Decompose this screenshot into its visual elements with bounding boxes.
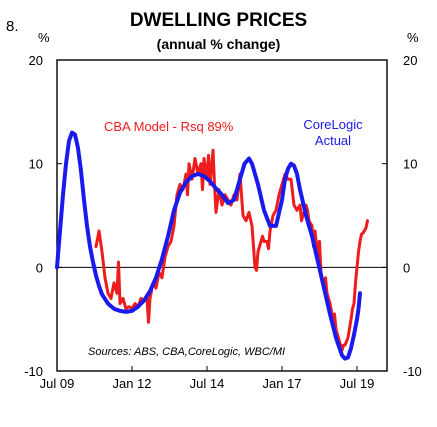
y-tick-label-left: 20: [29, 53, 43, 68]
y-tick-label-right: 0: [403, 260, 410, 275]
y-tick-label-left: 0: [36, 260, 43, 275]
model-label: CBA Model - Rsq 89%: [104, 119, 234, 134]
series-layer: [55, 130, 369, 361]
plot-frame: [56, 59, 388, 372]
chart-title: DWELLING PRICES: [129, 10, 308, 31]
x-tick-label: Jan 17: [262, 376, 301, 391]
corelogic-actual-line: [55, 130, 362, 361]
y-tick-label-right: -10: [403, 364, 422, 379]
actual-label-line1: CoreLogic: [303, 117, 363, 132]
tick-layer: -10 -10 0 0 10 10 20 20 Jul 09 Jan 12 Jul 14 Jan 17…: [24, 53, 422, 391]
cba-model-line: [94, 148, 369, 352]
y-tick-label-right: 20: [403, 53, 417, 68]
x-tick-label: Jan 12: [112, 376, 151, 391]
y-tick-label-right: 10: [403, 157, 417, 172]
y-tick-label-left: -10: [24, 364, 43, 379]
x-tick-label: Jul 14: [190, 376, 225, 391]
x-tick-label: Jul 09: [40, 376, 75, 391]
y-unit-left: %: [38, 30, 50, 45]
y-unit-right: %: [407, 30, 419, 45]
actual-label-line2: Actual: [315, 133, 351, 148]
y-tick-label-left: 10: [29, 157, 43, 172]
figure-number: 8.: [6, 18, 19, 35]
chart-subtitle: (annual % change): [156, 36, 281, 52]
source-note: Sources: ABS, CBA,CoreLogic, WBC/MI: [88, 346, 285, 358]
x-tick-label: Jul 19: [340, 376, 375, 391]
